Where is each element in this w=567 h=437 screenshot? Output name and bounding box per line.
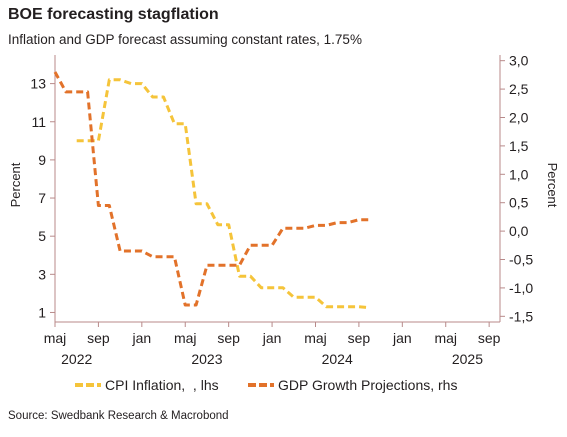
legend-label-cpi: CPI Inflation, , lhs xyxy=(105,377,219,393)
x-tick-label: sep xyxy=(217,330,240,346)
y-tick-label-right: -0,5 xyxy=(509,252,533,268)
axes-group xyxy=(50,55,505,327)
x-tick-label: jan xyxy=(131,330,151,346)
tick-labels: 135791113-1,5-1,0-0,50,00,51,01,52,02,53… xyxy=(30,53,533,367)
gdp-growth-line xyxy=(53,71,370,307)
x-tick-label: maj xyxy=(44,330,67,346)
x-year-label: 2024 xyxy=(322,351,353,367)
x-tick-label: sep xyxy=(87,330,110,346)
x-year-label: 2022 xyxy=(61,351,92,367)
y-tick-label-right: 3,0 xyxy=(509,53,529,69)
y-tick-label-right: 2,5 xyxy=(509,81,529,97)
x-tick-label: sep xyxy=(348,330,371,346)
y-tick-label-right: 1,5 xyxy=(509,138,529,154)
y-tick-label-left: 5 xyxy=(38,228,46,244)
x-tick-label: maj xyxy=(434,330,457,346)
chart-source: Source: Swedbank Research & Macrobond xyxy=(8,410,229,422)
y-tick-label-left: 11 xyxy=(31,114,46,130)
x-tick-label: maj xyxy=(174,330,197,346)
legend-label-gdp: GDP Growth Projections, rhs xyxy=(278,377,457,393)
y-tick-label-right: -1,5 xyxy=(509,308,533,324)
cpi-inflation-line xyxy=(76,78,370,310)
y-tick-label-left: 3 xyxy=(38,266,46,282)
y-tick-label-right: 0,5 xyxy=(509,195,529,211)
y-axis-label-left: Percent xyxy=(8,162,23,207)
chart-title: BOE forecasting stagflation xyxy=(8,6,219,23)
y-tick-label-right: 0,0 xyxy=(509,223,529,239)
y-tick-label-left: 1 xyxy=(38,304,46,320)
series-lines xyxy=(53,71,370,310)
y-axis-label-right: Percent xyxy=(545,163,560,208)
legend: CPI Inflation, , lhs GDP Growth Projectio… xyxy=(75,377,457,393)
x-year-label: 2023 xyxy=(191,351,222,367)
y-tick-label-left: 13 xyxy=(30,76,46,92)
y-tick-label-right: -1,0 xyxy=(509,280,533,296)
x-tick-label: sep xyxy=(478,330,501,346)
y-tick-label-left: 7 xyxy=(38,190,46,206)
x-tick-label: jan xyxy=(262,330,282,346)
chart-subtitle: Inflation and GDP forecast assuming cons… xyxy=(8,32,362,47)
x-year-label: 2025 xyxy=(452,351,483,367)
y-tick-label-left: 9 xyxy=(38,152,46,168)
x-tick-label: jan xyxy=(392,330,412,346)
y-tick-label-right: 2,0 xyxy=(509,109,529,125)
x-tick-label: maj xyxy=(304,330,327,346)
y-tick-label-right: 1,0 xyxy=(509,166,529,182)
